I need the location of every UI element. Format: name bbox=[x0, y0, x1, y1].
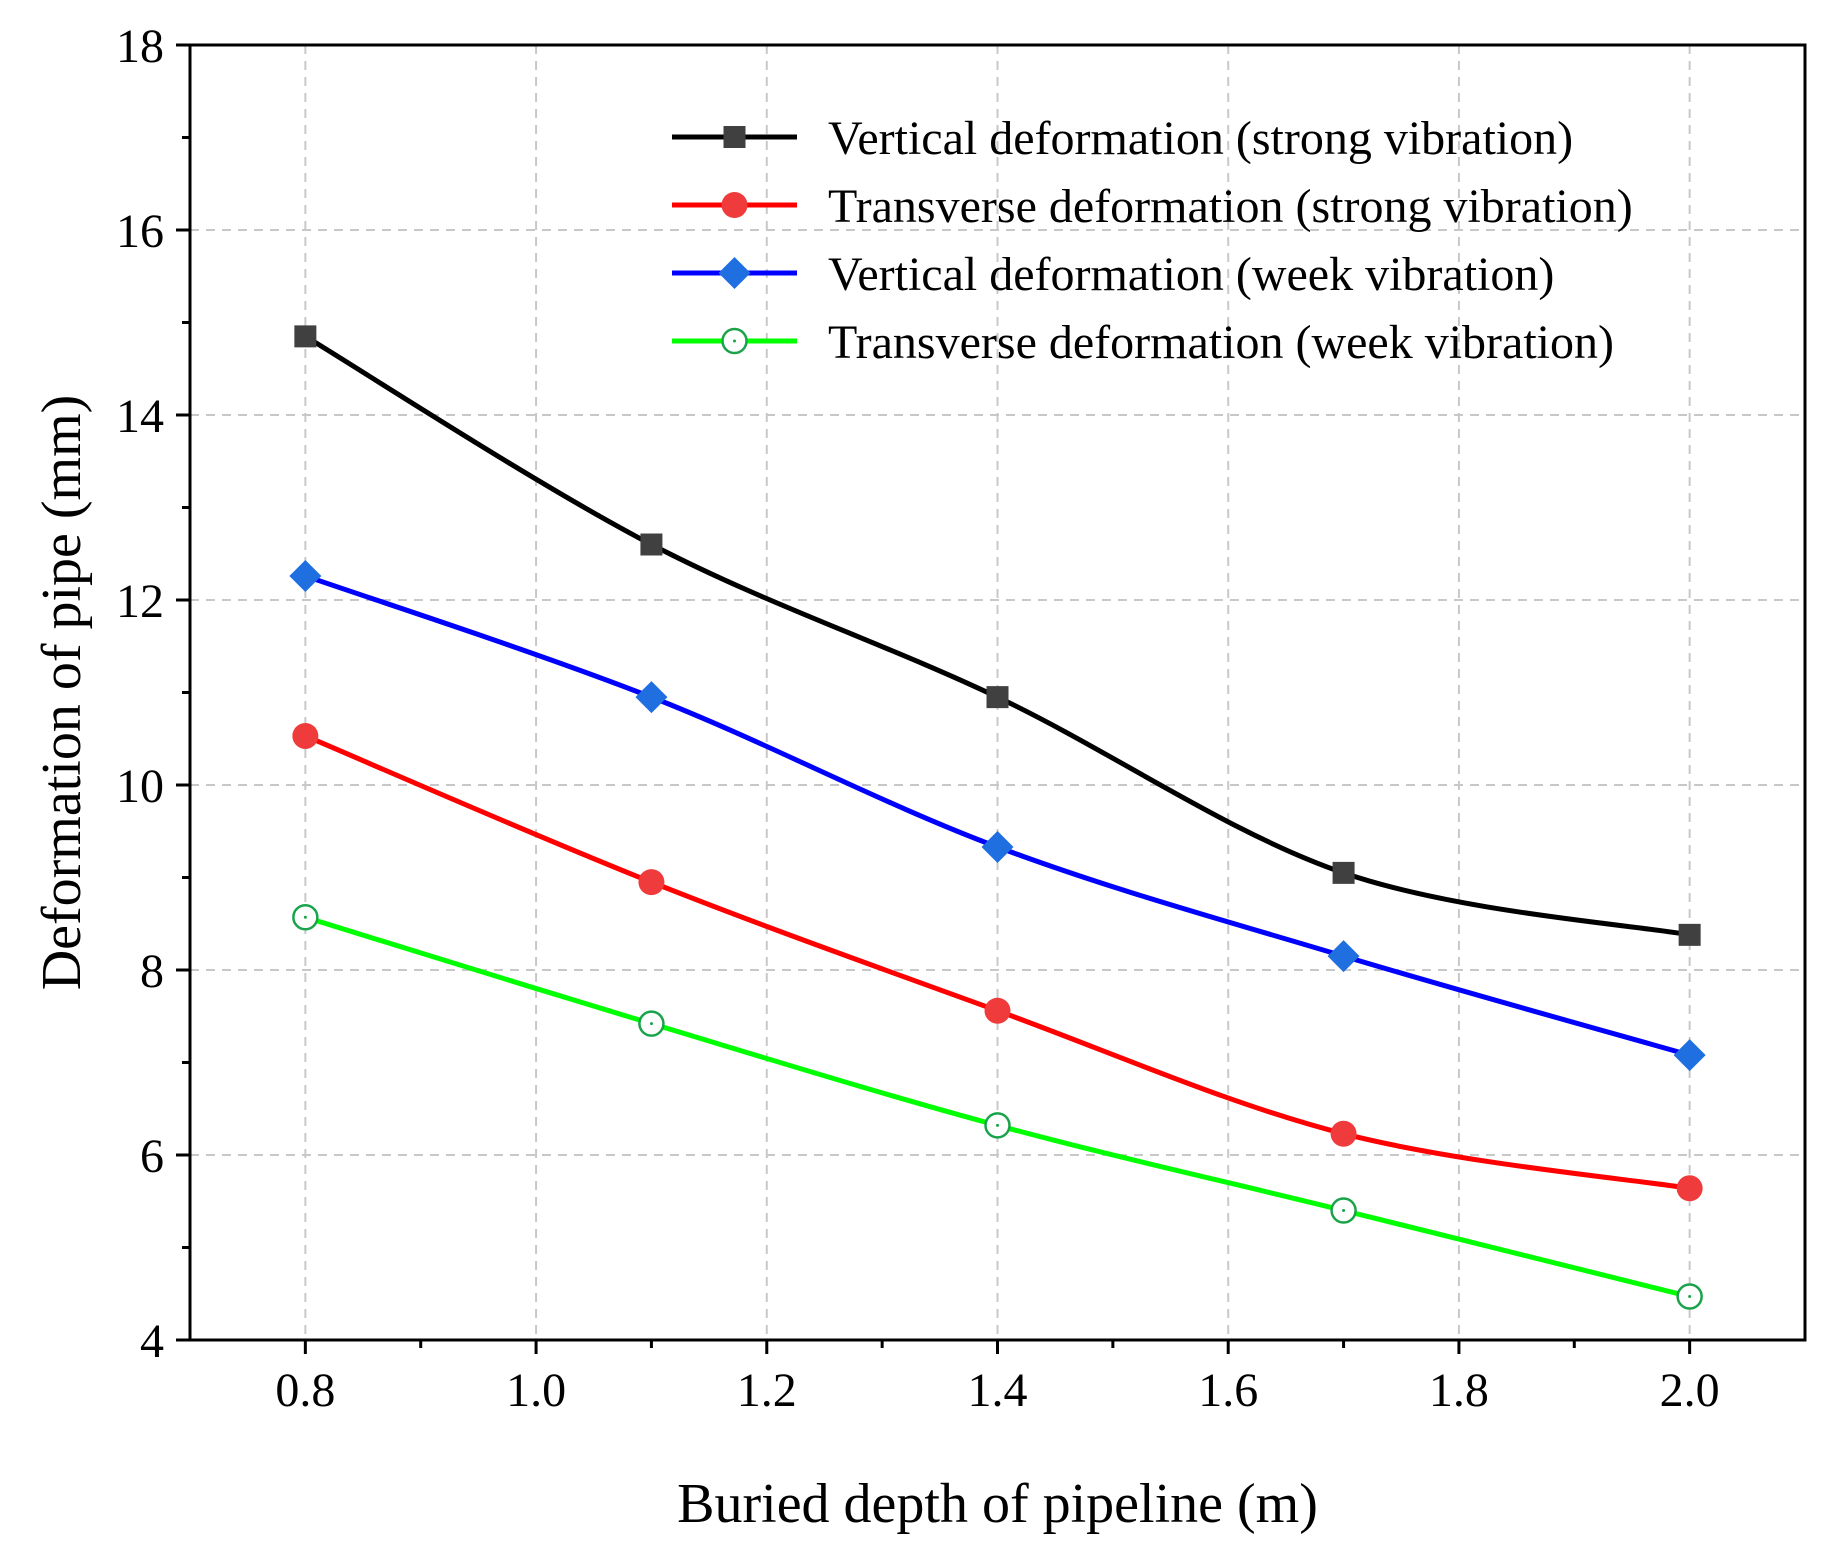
data-point-vertical-strong bbox=[1678, 923, 1701, 946]
data-point-vertical-week bbox=[981, 830, 1014, 863]
legend-marker bbox=[721, 327, 748, 355]
data-point-vertical-week bbox=[1673, 1039, 1706, 1072]
data-point-vertical-week bbox=[635, 681, 668, 714]
legend-marker bbox=[723, 126, 746, 148]
legend-entry-transverse-strong: Transverse deformation (strong vibration… bbox=[672, 180, 1633, 233]
legend-entry-vertical-strong: Vertical deformation (strong vibration) bbox=[672, 112, 1573, 165]
y-tick-label: 18 bbox=[116, 20, 164, 73]
data-point-transverse-week bbox=[984, 1112, 1011, 1139]
data-point-vertical-strong bbox=[986, 686, 1009, 709]
legend-label: Vertical deformation (week vibration) bbox=[828, 248, 1554, 301]
y-tick-label: 6 bbox=[140, 1130, 164, 1183]
grid bbox=[190, 45, 1805, 1340]
open-circle-dot bbox=[1688, 1295, 1692, 1299]
y-tick-label: 8 bbox=[140, 945, 164, 998]
y-tick-label: 4 bbox=[140, 1315, 164, 1368]
x-tick-label: 1.8 bbox=[1429, 1364, 1489, 1417]
legend-marker bbox=[721, 192, 748, 218]
x-axis-title: Buried depth of pipeline (m) bbox=[677, 1473, 1318, 1535]
x-tick-label: 1.6 bbox=[1198, 1364, 1258, 1417]
data-point-vertical-week bbox=[289, 559, 322, 592]
data-point-transverse-week bbox=[1676, 1283, 1703, 1310]
open-circle-dot bbox=[996, 1123, 999, 1127]
data-point-vertical-strong bbox=[294, 325, 317, 348]
legend: Vertical deformation (strong vibration) T… bbox=[672, 112, 1633, 369]
y-tick-label: 10 bbox=[116, 760, 164, 813]
tick-labels: 0.8 1.0 1.2 1.4 1.6 1.8 2.0 4 6 8 10 12 14 16 18 bbox=[116, 20, 1720, 1417]
open-circle-dot bbox=[733, 339, 736, 343]
data-point-transverse-week bbox=[638, 1010, 665, 1037]
x-tick-label: 1.4 bbox=[968, 1364, 1028, 1417]
x-tick-label: 2.0 bbox=[1660, 1364, 1720, 1417]
data-point-transverse-strong bbox=[984, 997, 1011, 1024]
series-markers bbox=[289, 325, 1706, 1310]
open-circle-dot bbox=[649, 1022, 653, 1026]
data-point-vertical-strong bbox=[1332, 861, 1355, 884]
y-tick-label: 14 bbox=[116, 390, 164, 443]
legend-label: Vertical deformation (strong vibration) bbox=[828, 112, 1573, 165]
open-circle-dot bbox=[1342, 1209, 1346, 1212]
x-tick-label: 0.8 bbox=[275, 1364, 335, 1417]
legend-marker bbox=[718, 257, 751, 289]
data-point-transverse-strong bbox=[638, 869, 665, 896]
y-tick-label: 12 bbox=[116, 575, 164, 628]
legend-entry-vertical-week: Vertical deformation (week vibration) bbox=[672, 248, 1554, 301]
legend-label: Transverse deformation (week vibration) bbox=[828, 316, 1614, 369]
data-point-transverse-week bbox=[1330, 1197, 1357, 1224]
data-point-transverse-strong bbox=[1676, 1175, 1703, 1202]
x-tick-label: 1.0 bbox=[506, 1364, 566, 1417]
legend-label: Transverse deformation (strong vibration… bbox=[828, 180, 1633, 233]
data-point-transverse-week bbox=[292, 904, 319, 931]
x-tick-label: 1.2 bbox=[737, 1364, 797, 1417]
data-point-vertical-strong bbox=[640, 533, 663, 556]
legend-entry-transverse-week: Transverse deformation (week vibration) bbox=[672, 316, 1614, 369]
open-circle-dot bbox=[303, 915, 307, 919]
data-point-transverse-strong bbox=[292, 722, 319, 749]
y-tick-label: 16 bbox=[116, 205, 164, 258]
y-axis-title: Deformation of pipe (mm) bbox=[31, 395, 93, 991]
data-point-transverse-strong bbox=[1330, 1120, 1357, 1147]
data-point-vertical-week bbox=[1327, 940, 1360, 973]
axis-ticks bbox=[176, 43, 1692, 1354]
